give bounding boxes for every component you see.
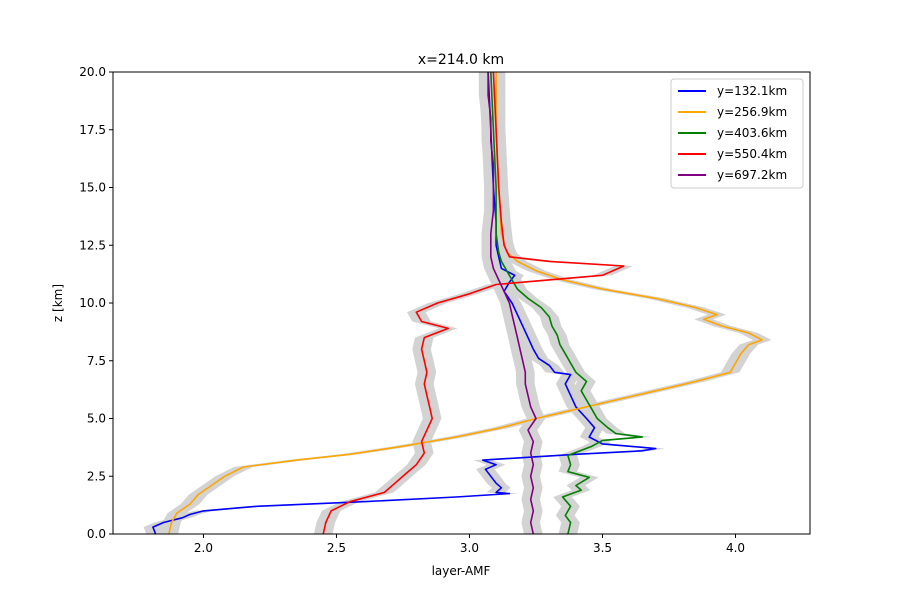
x-tick-label: 2.5 [327,541,346,555]
y-tick-label: 15.0 [79,181,106,195]
x-tick-label: 4.0 [726,541,745,555]
chart-title: x=214.0 km [418,52,504,68]
y-tick-label: 0.0 [87,527,106,541]
legend-items: y=132.1km y=256.9km y=403.6km y=550.4km y=69… [678,84,787,182]
y-tick-label: 20.0 [79,65,106,79]
y-tick-label: 7.5 [87,354,106,368]
legend-label-5: y=697.2km [717,168,787,182]
series-line-3 [490,71,644,535]
y-tick-label: 2.5 [87,469,106,483]
x-axis-label: layer-AMF [432,564,491,578]
y-tick-label: 17.5 [79,123,106,137]
x-tick-label: 3.5 [593,541,612,555]
series-line-2 [168,72,763,535]
y-tick-label: 5.0 [87,412,106,426]
legend-label-4: y=550.4km [717,147,787,161]
x-axis-ticks: 2.0 2.5 3.0 3.5 4.0 [194,534,745,555]
y-tick-label: 12.5 [79,238,106,252]
y-axis-label: z [km] [51,284,65,322]
legend: y=132.1km y=256.9km y=403.6km y=550.4km y=69… [670,78,804,189]
x-tick-label: 2.0 [194,541,213,555]
legend-label-2: y=256.9km [717,105,787,119]
series-line-4 [322,71,625,535]
x-tick-label: 3.0 [460,541,479,555]
y-axis-ticks: 0.0 2.5 5.0 7.5 10.0 12.5 15.0 17.5 20.0 [79,65,113,541]
series-line-5 [487,72,537,535]
legend-label-1: y=132.1km [717,84,787,98]
y-tick-label: 10.0 [79,296,106,310]
legend-box [670,78,804,189]
series-lines [152,71,763,535]
legend-label-3: y=403.6km [717,126,787,140]
